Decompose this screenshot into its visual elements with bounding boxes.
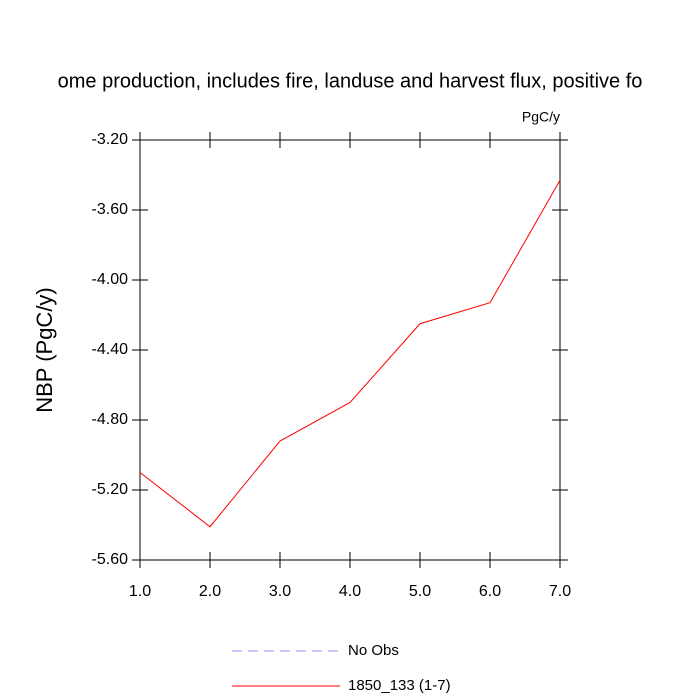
x-tick-label: 3.0 [269, 583, 291, 600]
y-axis-label: NBP (PgC/y) [32, 287, 57, 413]
x-tick-label: 4.0 [339, 583, 361, 600]
units-label: PgC/y [522, 109, 560, 125]
y-tick-label: -5.20 [92, 481, 129, 498]
y-tick-label: -3.20 [92, 131, 129, 148]
data-line [139, 180, 561, 528]
y-tick-label: -3.60 [92, 201, 129, 218]
x-tick-label: 2.0 [199, 583, 221, 600]
plot-frame [139, 139, 561, 561]
y-tick-label: -4.80 [92, 411, 129, 428]
y-tick-label: -5.60 [92, 551, 129, 568]
legend-label: No Obs [348, 642, 399, 659]
x-tick-label: 6.0 [479, 583, 501, 600]
x-tick-label: 5.0 [409, 583, 431, 600]
chart-title: ome production, includes fire, landuse a… [58, 70, 643, 92]
x-tick-label: 7.0 [549, 583, 571, 600]
y-tick-label: -4.40 [92, 341, 129, 358]
legend-label: 1850_133 (1-7) [348, 677, 451, 694]
x-tick-label: 1.0 [129, 583, 151, 600]
y-tick-label: -4.00 [92, 271, 129, 288]
